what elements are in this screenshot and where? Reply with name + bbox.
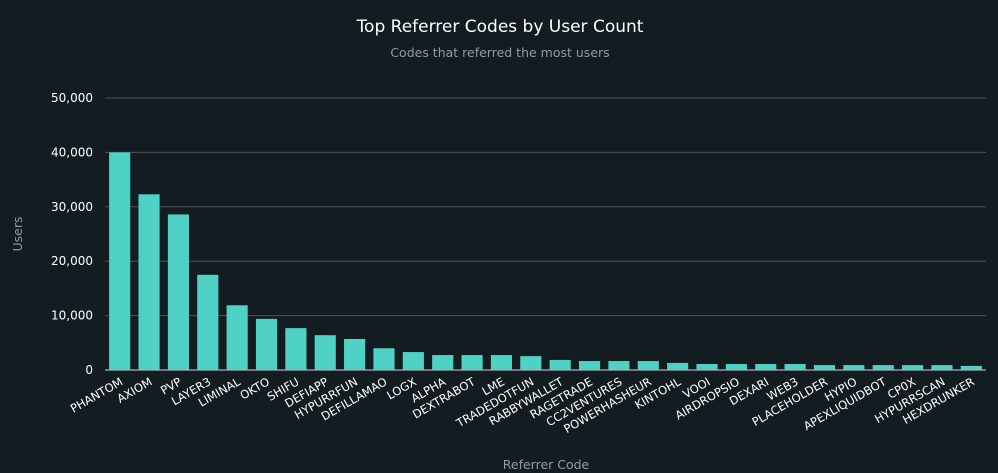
bar-lme[interactable]: [490, 355, 513, 370]
bar-axiom[interactable]: [138, 194, 160, 370]
bar-logx[interactable]: [402, 352, 424, 370]
bar-okto[interactable]: [255, 318, 278, 370]
bar-phantom[interactable]: [109, 152, 131, 370]
y-tick-label: 50,000: [51, 91, 93, 105]
y-tick-label: 0: [85, 363, 93, 377]
y-tick-label: 40,000: [51, 145, 93, 159]
x-axis-label: Referrer Code: [503, 457, 590, 472]
bar-rabbywallet[interactable]: [549, 359, 571, 370]
chart-subtitle: Codes that referred the most users: [390, 45, 609, 60]
bar-vooi[interactable]: [696, 364, 718, 370]
bar-hypio[interactable]: [843, 365, 865, 370]
bar-kintohl[interactable]: [667, 362, 689, 370]
bar-ragetrade[interactable]: [578, 361, 601, 370]
chart-title: Top Referrer Codes by User Count: [356, 17, 644, 37]
bar-liminal[interactable]: [226, 305, 248, 370]
bar-airdropsio[interactable]: [725, 364, 747, 370]
bar-web3[interactable]: [784, 364, 806, 370]
bar-cp0x[interactable]: [902, 365, 924, 370]
bar-hypurrscan[interactable]: [931, 365, 953, 370]
x-tick-label: OKTO: [237, 374, 272, 402]
bar-alpha[interactable]: [432, 355, 454, 370]
bar-placeholder[interactable]: [813, 365, 836, 370]
bar-dextrabot[interactable]: [461, 355, 483, 370]
bar-tradedotfun[interactable]: [520, 356, 542, 370]
bar-defiapp[interactable]: [314, 335, 336, 370]
bar-powerhasheur[interactable]: [637, 361, 659, 370]
bar-shifu[interactable]: [285, 328, 307, 370]
bar-defillamao[interactable]: [373, 348, 395, 370]
y-tick-label: 20,000: [51, 254, 93, 268]
y-axis-label: Users: [10, 216, 25, 251]
bar-pvp[interactable]: [167, 214, 189, 370]
bar-hexdrunker[interactable]: [960, 365, 982, 370]
bar-layer3[interactable]: [197, 274, 219, 370]
y-tick-label: 30,000: [51, 200, 93, 214]
bar-cc2ventures[interactable]: [608, 361, 630, 370]
bar-dexari[interactable]: [755, 364, 777, 370]
bar-apexliquidbot[interactable]: [872, 365, 894, 370]
y-tick-label: 10,000: [51, 309, 93, 323]
bar-hypurrfun[interactable]: [344, 338, 366, 370]
